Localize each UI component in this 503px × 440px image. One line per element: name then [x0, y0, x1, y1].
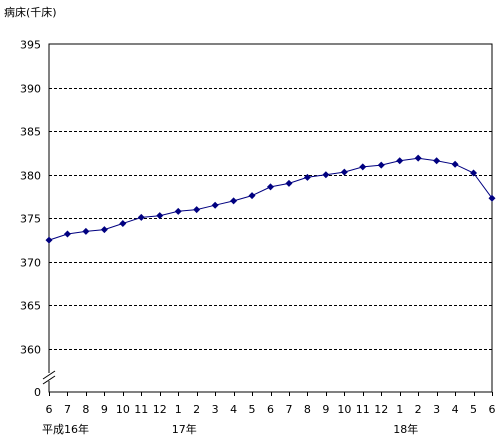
data-point-marker [433, 157, 441, 165]
series-group [45, 154, 496, 244]
data-point-marker [119, 220, 127, 228]
data-point-marker [174, 207, 182, 215]
data-point-marker [359, 163, 367, 171]
x-tick-label: 12 [153, 403, 167, 416]
x-tick-label: 8 [82, 403, 89, 416]
data-point-marker [488, 194, 496, 202]
year-label: 平成16年 [42, 422, 89, 436]
x-tick-label: 7 [285, 403, 292, 416]
x-tick-label: 6 [489, 403, 496, 416]
data-point-marker [230, 197, 238, 205]
x-tick-label: 3 [433, 403, 440, 416]
x-tick-label: 6 [46, 403, 53, 416]
axis-break-mark [42, 370, 56, 385]
data-point-marker [82, 227, 90, 235]
data-point-marker [137, 213, 145, 221]
x-tick-label: 11 [134, 403, 148, 416]
x-tick-label: 2 [415, 403, 422, 416]
y-tick-label: 370 [20, 257, 41, 270]
x-tick-label: 2 [193, 403, 200, 416]
data-point-marker [414, 154, 422, 162]
year-label: 17年 [172, 422, 197, 436]
y-tick-label: 390 [20, 83, 41, 96]
y-tick-label: 375 [20, 213, 41, 226]
y-axis-title: 病床(千床) [4, 5, 57, 19]
data-point-marker [451, 160, 459, 168]
x-tick-label: 4 [230, 403, 237, 416]
x-tick-label: 9 [101, 403, 108, 416]
data-point-marker [322, 171, 330, 179]
data-point-marker [248, 192, 256, 200]
y-tick-label: 365 [20, 300, 41, 313]
x-tick-label: 10 [116, 403, 130, 416]
data-point-marker [63, 230, 71, 238]
x-tick-label: 3 [212, 403, 219, 416]
y-tick-label: 395 [20, 39, 41, 52]
x-tick-label: 1 [396, 403, 403, 416]
x-tick-label: 4 [452, 403, 459, 416]
x-tick-label: 5 [249, 403, 256, 416]
axis-break-stroke [42, 375, 56, 385]
data-point-marker [285, 179, 293, 187]
y-tick-label: 380 [20, 170, 41, 183]
data-point-marker [377, 161, 385, 169]
axis-break-stroke [42, 370, 56, 380]
data-point-marker [267, 183, 274, 191]
y-axis-ticks: 360 365 370 375 380 385 390 395 0 [20, 39, 41, 400]
data-point-marker [45, 236, 53, 244]
x-tick-label: 1 [175, 403, 182, 416]
year-label: 18年 [393, 422, 418, 436]
data-point-marker [156, 212, 164, 220]
data-point-marker [193, 206, 201, 214]
data-point-marker [211, 201, 219, 209]
axis-break-gap [45, 373, 53, 381]
x-tick-label: 12 [374, 403, 388, 416]
x-tick-label: 7 [64, 403, 71, 416]
x-tick-label: 6 [267, 403, 274, 416]
x-tick-label: 5 [470, 403, 477, 416]
x-tick-label: 9 [322, 403, 329, 416]
data-point-marker [470, 169, 478, 177]
x-tick-label: 8 [304, 403, 311, 416]
data-point-marker [340, 168, 348, 176]
x-axis-ticks: 6 7 8 9 10 11 12 1 2 3 4 5 6 7 8 9 10 11 12 1 2 3 4 5 6 [46, 392, 496, 416]
gridlines [49, 88, 492, 350]
y-tick-label: 360 [20, 344, 41, 357]
y-tick-label: 385 [20, 126, 41, 139]
data-point-marker [396, 157, 404, 165]
data-point-marker [303, 173, 311, 181]
x-tick-label: 11 [356, 403, 370, 416]
year-labels: 平成16年 17年 18年 [42, 422, 418, 436]
data-point-marker [100, 226, 108, 234]
y-tick-label-zero: 0 [34, 386, 41, 399]
x-tick-label: 10 [337, 403, 351, 416]
